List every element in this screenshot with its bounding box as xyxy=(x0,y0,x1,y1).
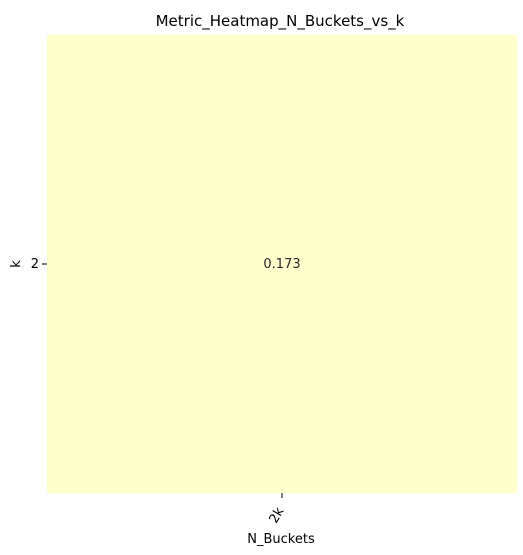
y-axis-ticks: 2 xyxy=(31,257,47,272)
chart-title: Metric_Heatmap_N_Buckets_vs_k xyxy=(156,12,405,31)
y-tick-label: 2 xyxy=(31,257,39,272)
x-axis-label: N_Buckets xyxy=(247,532,315,547)
heatmap-cells: 0.173 xyxy=(47,35,517,493)
x-axis-ticks: 2k xyxy=(267,493,288,526)
y-axis-label: k xyxy=(9,260,24,268)
heatmap-cell xyxy=(47,35,517,493)
x-tick-label: 2k xyxy=(267,505,288,527)
cell-value-label: 0.173 xyxy=(263,257,300,272)
